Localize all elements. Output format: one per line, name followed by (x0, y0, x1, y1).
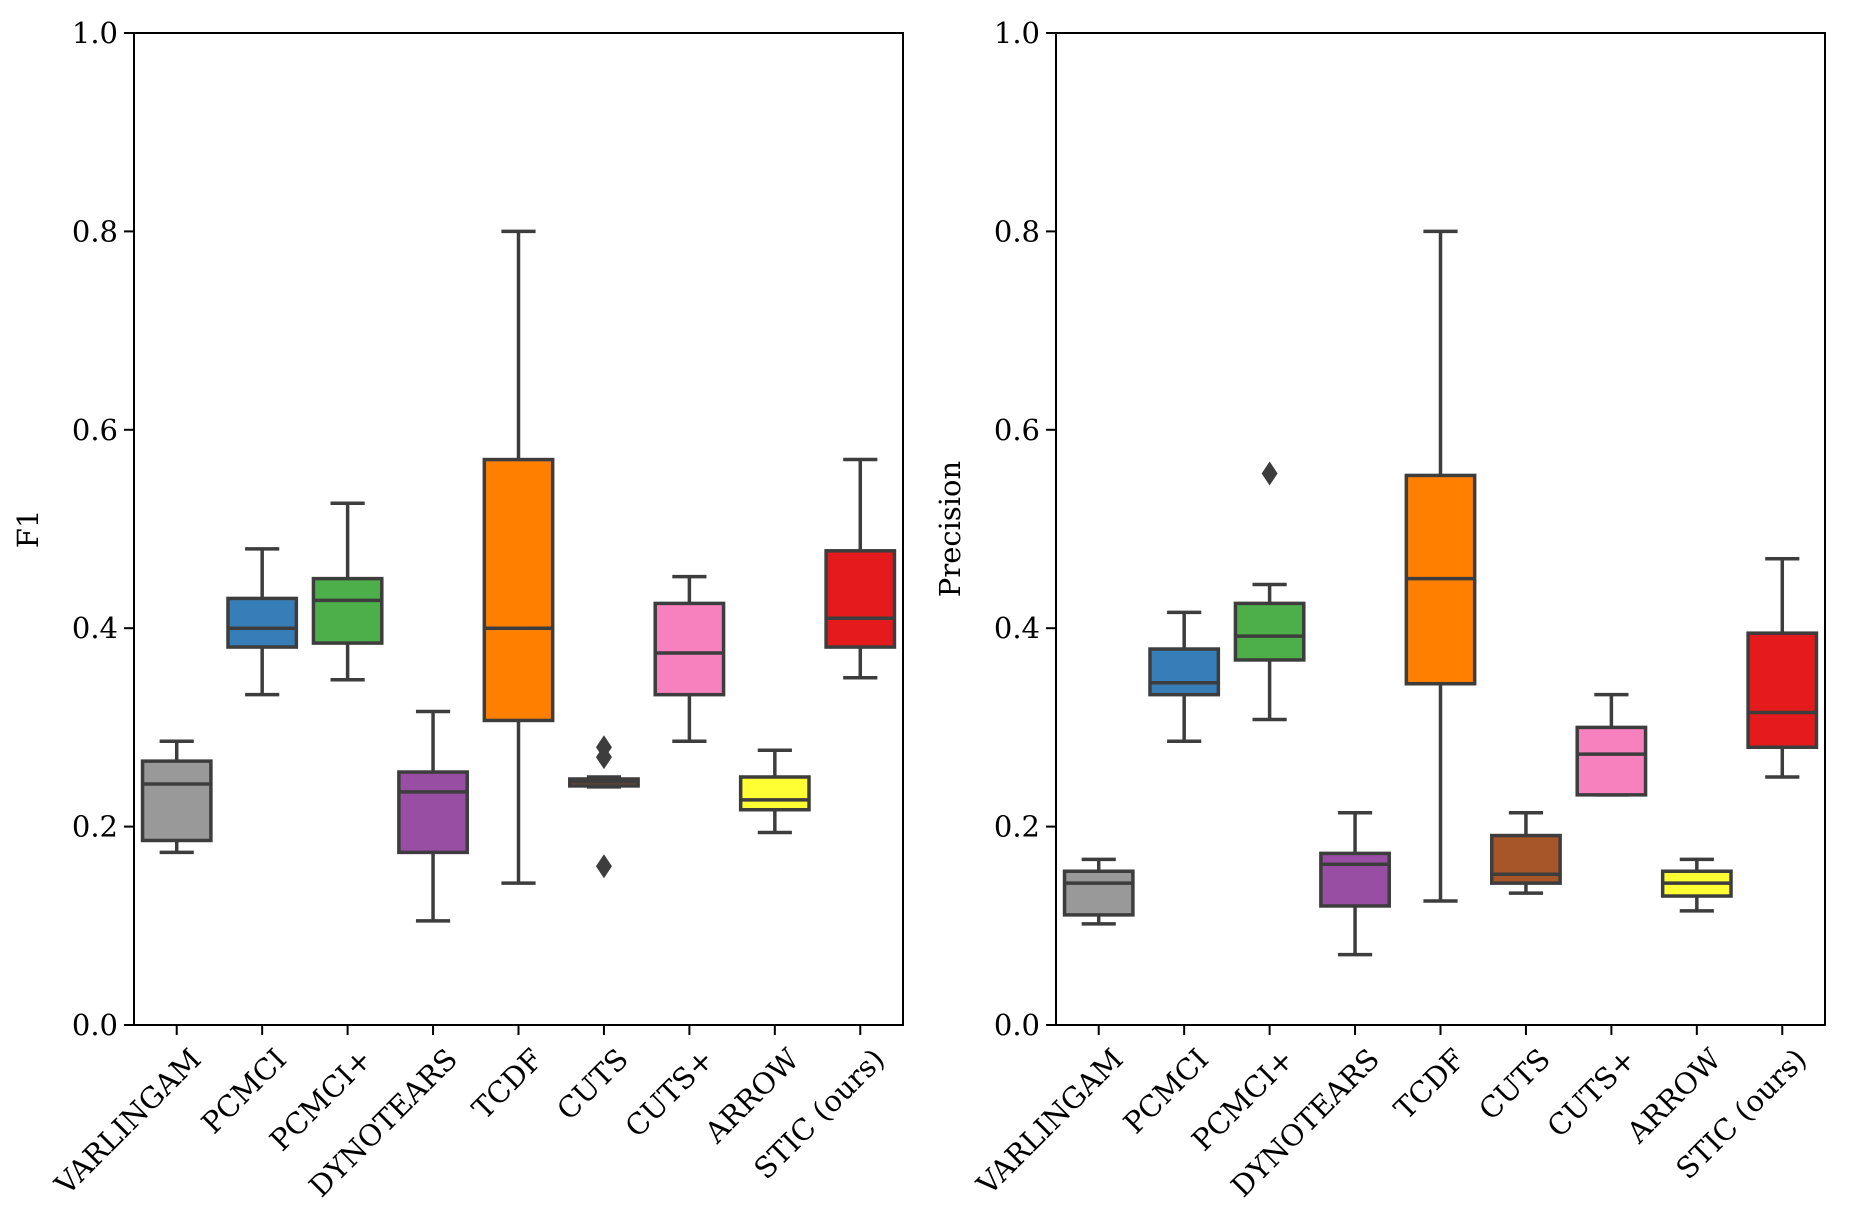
x-tick-label: DYNOTEARS (1224, 1042, 1386, 1204)
y-tick-label: 0.0 (994, 1008, 1040, 1042)
y-tick-label: 0.6 (72, 413, 118, 447)
y-axis-label: Precision (933, 461, 967, 597)
y-tick-label: 1.0 (994, 16, 1040, 50)
box-varlingam (140, 739, 213, 855)
y-tick-label: 0.4 (72, 611, 118, 645)
box-body (653, 601, 726, 697)
box-stic-ours (824, 457, 897, 680)
box-varlingam (1062, 857, 1135, 926)
box-body (226, 596, 299, 649)
precision-panel: 0.00.20.40.60.81.0PrecisionVARLINGAMPCMC… (933, 16, 1826, 1204)
box-dynotears (1319, 810, 1391, 957)
box-cuts (1575, 692, 1648, 797)
box-pcmci (226, 547, 299, 697)
box-body (738, 775, 811, 812)
box-body (397, 770, 469, 855)
box-tcdf (1404, 229, 1477, 903)
y-tick-label: 0.2 (994, 810, 1040, 844)
box-stic-ours (1746, 557, 1819, 779)
box-body (311, 576, 384, 645)
box-body (1746, 631, 1819, 749)
y-tick-label: 0.4 (994, 611, 1040, 645)
x-tick-label: VARLINGAM (969, 1042, 1129, 1202)
box-pcmci (1148, 610, 1221, 744)
x-tick-label: CUTS (1472, 1042, 1557, 1127)
box-arrow (1660, 857, 1733, 913)
x-tick-label: DYNOTEARS (302, 1042, 464, 1204)
box-pcmci (311, 501, 384, 682)
box-cuts (653, 574, 726, 744)
box-cuts (568, 735, 640, 879)
y-tick-label: 0.2 (72, 810, 118, 844)
box-cuts (1490, 810, 1562, 895)
box-body (824, 549, 897, 649)
y-tick-label: 0.0 (72, 1008, 118, 1042)
outlier-point (595, 854, 612, 879)
y-tick-label: 1.0 (72, 16, 118, 50)
x-tick-label: VARLINGAM (47, 1042, 207, 1202)
y-axis-label: F1 (11, 510, 45, 549)
outlier-point (595, 735, 612, 760)
y-tick-label: 0.8 (72, 214, 118, 248)
box-body (1575, 725, 1648, 797)
box-body (1233, 601, 1306, 662)
box-tcdf (482, 229, 555, 885)
box-pcmci (1233, 461, 1306, 722)
box-body (1319, 851, 1391, 908)
box-dynotears (397, 709, 469, 923)
outlier-point (1261, 461, 1278, 486)
box-arrow (738, 748, 811, 835)
x-tick-label: CUTS (550, 1042, 635, 1127)
f1-panel: 0.00.20.40.60.81.0F1VARLINGAMPCMCIPCMCI+… (11, 16, 904, 1204)
y-tick-label: 0.6 (994, 413, 1040, 447)
y-tick-label: 0.8 (994, 214, 1040, 248)
box-body (482, 457, 555, 723)
box-body (1490, 833, 1562, 885)
x-tick-label: TCDF (465, 1042, 549, 1126)
box-body (140, 759, 213, 843)
box-body (1062, 869, 1135, 917)
x-tick-label: TCDF (1387, 1042, 1471, 1126)
box-body (1148, 647, 1221, 697)
